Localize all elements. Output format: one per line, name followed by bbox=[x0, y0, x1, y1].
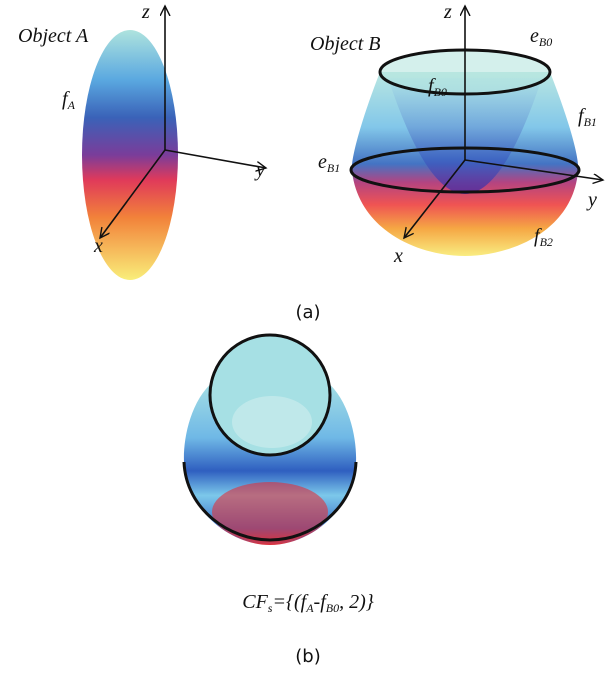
axis-label: y bbox=[254, 159, 265, 181]
inner-floor bbox=[232, 396, 312, 448]
formula: CFs={(fA-fB0, 2)} bbox=[242, 591, 374, 615]
label: fA bbox=[62, 88, 76, 112]
caption: (b) bbox=[295, 646, 320, 667]
object-b: Object B z y x eB0 fB0 fB1 eB1 fB2 bbox=[310, 1, 603, 267]
label: eB1 bbox=[318, 151, 340, 175]
bottom bbox=[212, 482, 328, 542]
label: eB0 bbox=[530, 25, 552, 49]
y-axis bbox=[165, 150, 266, 168]
title: Object A bbox=[18, 25, 89, 47]
axis-label: z bbox=[443, 1, 452, 23]
object-a: Object A z y x fA bbox=[18, 1, 266, 280]
figure: Object A z y x fA Object B z y x eB0 fB0… bbox=[0, 0, 616, 682]
axis-label: x bbox=[393, 245, 403, 267]
caption: (a) bbox=[295, 302, 320, 323]
axis-label: x bbox=[93, 235, 103, 257]
label: fB1 bbox=[578, 105, 597, 129]
combined-object bbox=[184, 335, 356, 545]
axis-label: z bbox=[141, 1, 150, 23]
axis-label: y bbox=[586, 189, 597, 211]
title: Object B bbox=[310, 33, 381, 55]
